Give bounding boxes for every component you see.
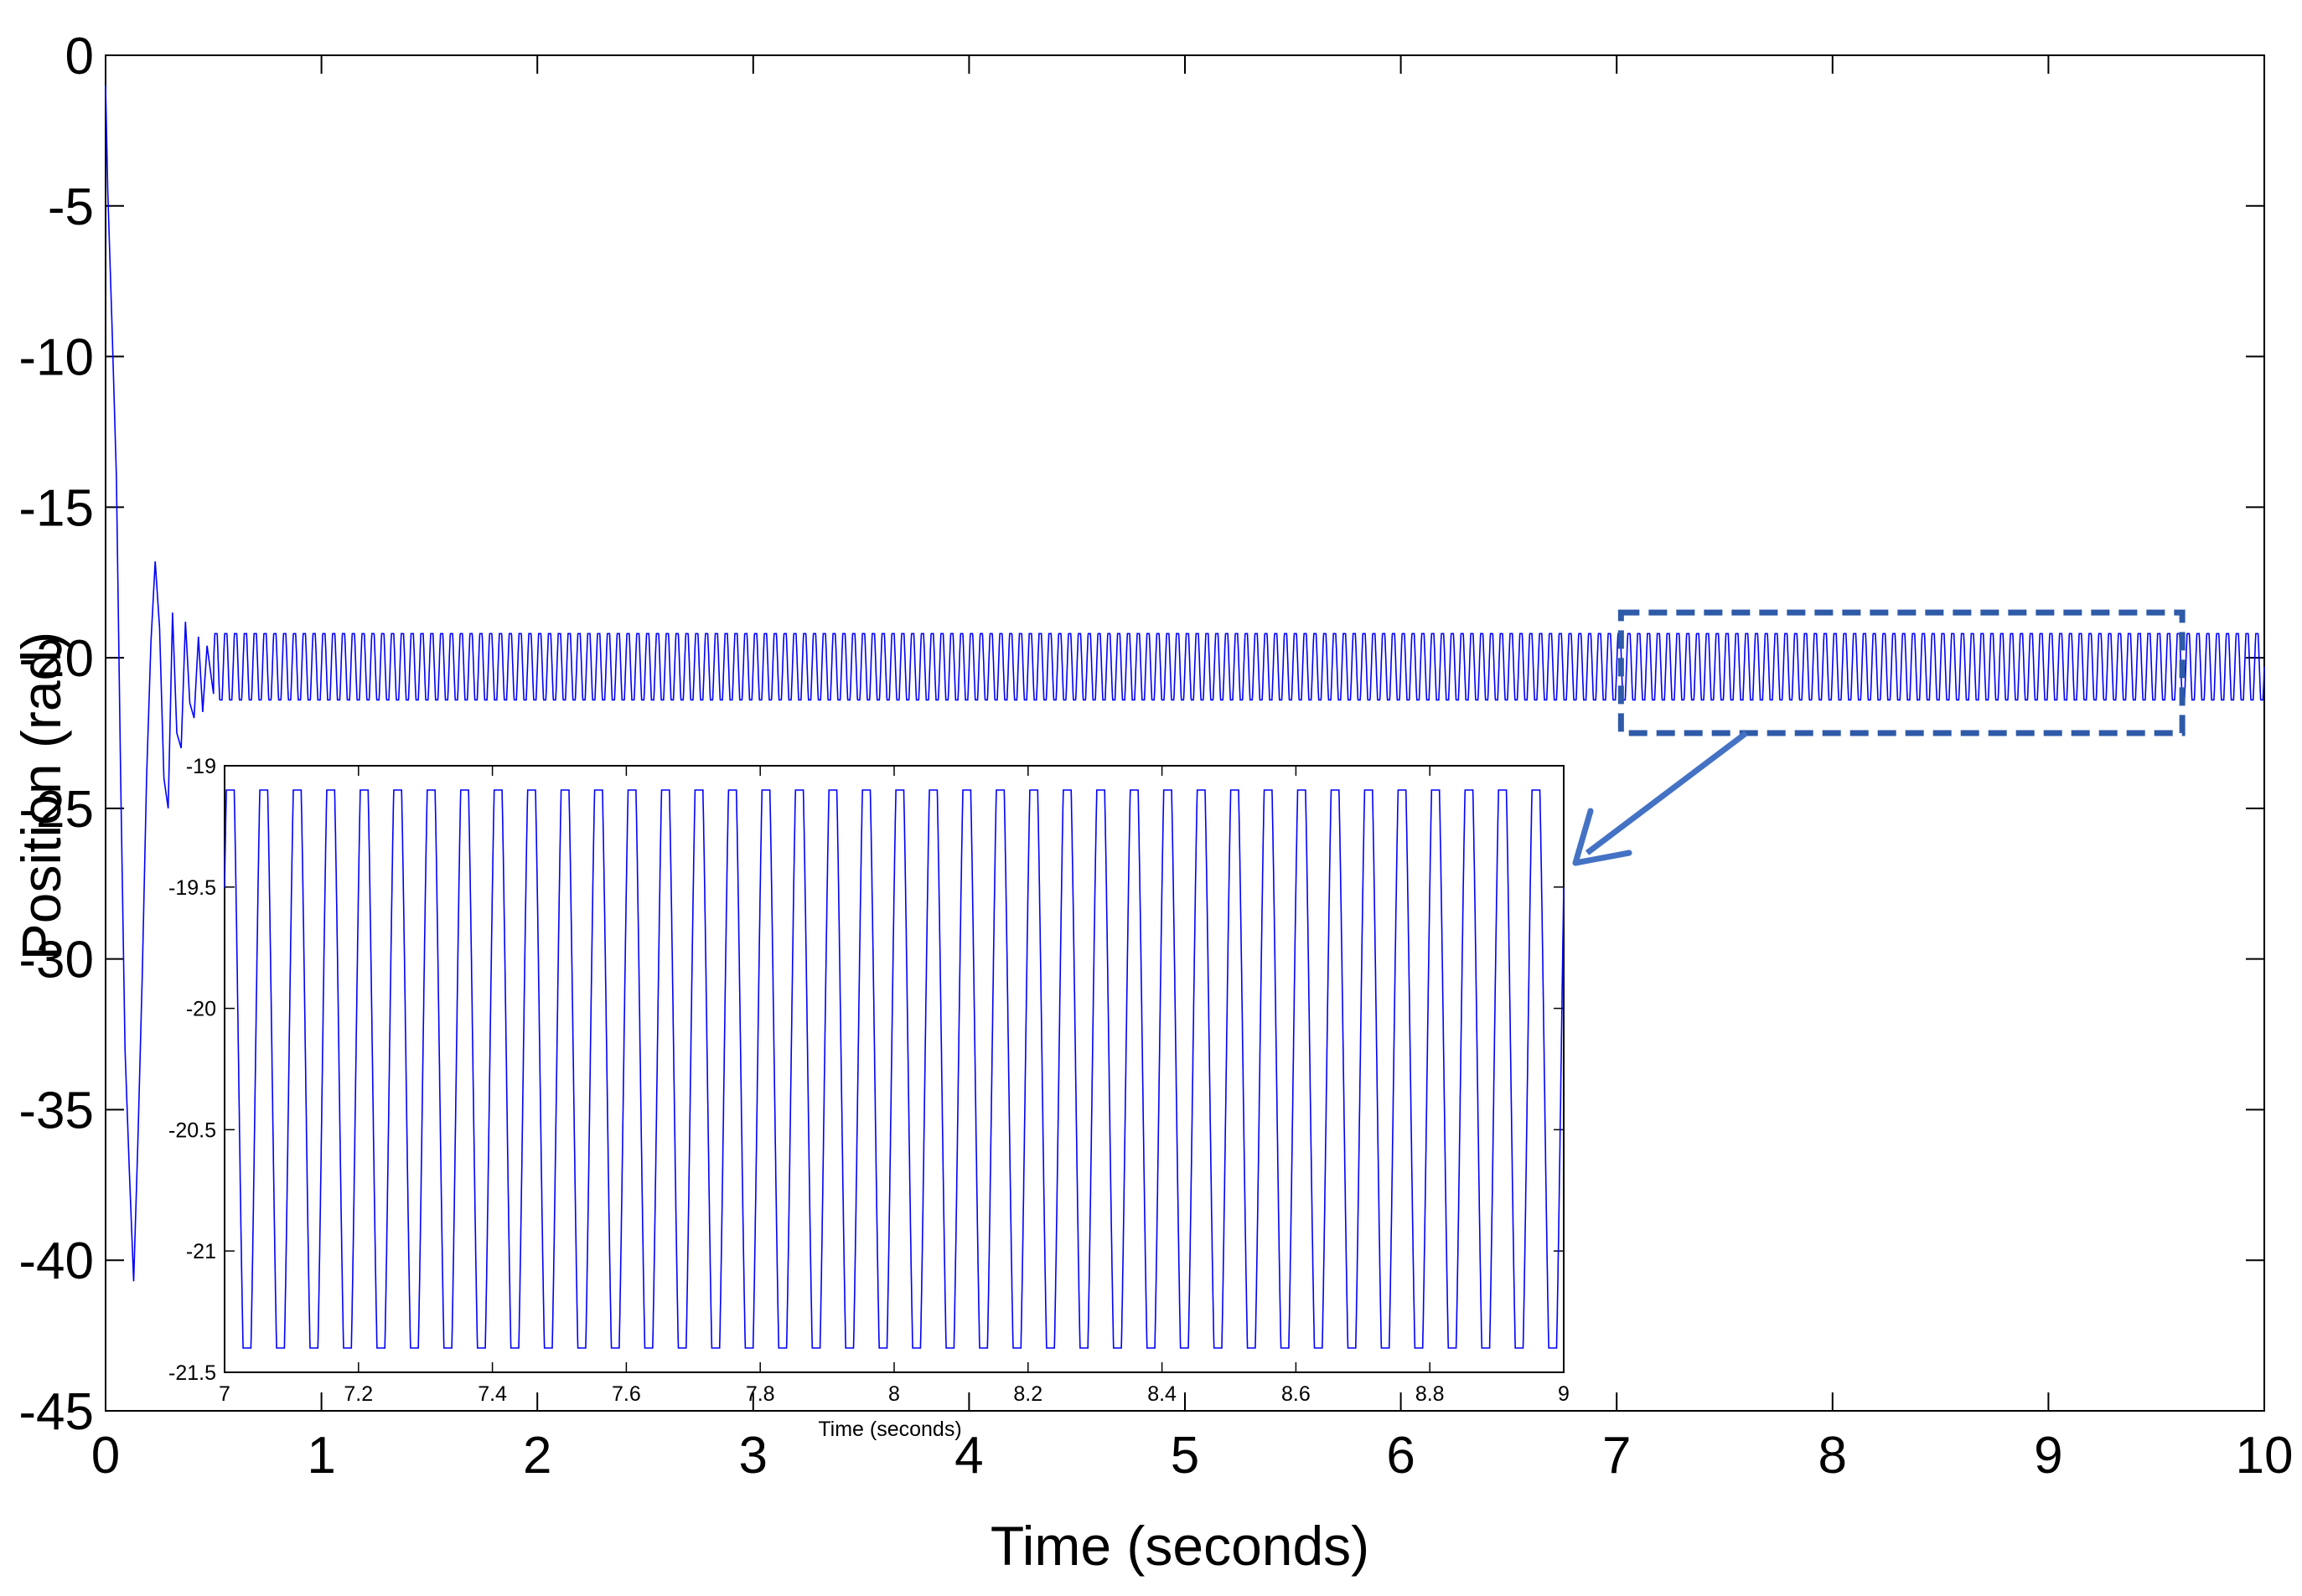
main-y-tick-label: -40 <box>18 1232 94 1290</box>
inset-x-tick-label: 8.2 <box>1013 1382 1042 1406</box>
main-y-tick-label: -45 <box>18 1383 94 1441</box>
main-y-tick-label: -20 <box>18 630 94 688</box>
inset-x-axis-label: Time (seconds) <box>818 1418 961 1441</box>
inset-y-tick-label: -21 <box>186 1240 216 1263</box>
inset-y-tick-label: -19.5 <box>168 876 216 900</box>
inset-x-tick-label: 7.4 <box>478 1382 507 1406</box>
main-y-tick-label: -25 <box>18 781 94 839</box>
main-y-tick-label: -35 <box>18 1082 94 1139</box>
main-y-tick-label: -30 <box>18 932 94 989</box>
zoom-annotation <box>1572 609 2186 866</box>
main-x-tick-label: 2 <box>523 1427 551 1485</box>
main-x-tick-label: 6 <box>1386 1427 1415 1485</box>
main-position-series-line <box>105 85 2265 1282</box>
zoom-region-box <box>1617 609 2186 736</box>
main-y-tick-label: -10 <box>18 329 94 387</box>
inset-x-tick-label: 8.8 <box>1415 1382 1445 1406</box>
main-x-tick-label: 8 <box>1818 1427 1847 1485</box>
main-y-tick-label: -15 <box>18 479 94 537</box>
main-y-tick-label: 0 <box>65 28 94 85</box>
main-x-tick-label: 4 <box>954 1427 983 1485</box>
main-x-tick-label: 3 <box>739 1427 768 1485</box>
main-x-axis-label: Time (seconds) <box>991 1515 1369 1577</box>
main-y-axis-label: Position (rad) <box>10 632 72 961</box>
inset-x-tick-label: 7 <box>219 1382 230 1406</box>
inset-x-tick-label: 8 <box>888 1382 900 1406</box>
inset-x-tick-label: 7.6 <box>612 1382 641 1406</box>
main-x-tick-label: 10 <box>2236 1427 2294 1485</box>
inset-x-tick-label: 7.8 <box>746 1382 775 1406</box>
inset-x-tick-label: 7.2 <box>344 1382 373 1406</box>
main-x-tick-label: 5 <box>1171 1427 1199 1485</box>
main-x-tick-label: 9 <box>2034 1427 2062 1485</box>
main-x-tick-label: 7 <box>1602 1427 1631 1485</box>
inset-y-tick-label: -21.5 <box>168 1361 216 1385</box>
inset-y-tick-label: -19 <box>186 755 216 778</box>
main-x-tick-label: 1 <box>307 1427 335 1485</box>
inset-y-tick-label: -20 <box>186 998 216 1021</box>
zoom-arrow <box>1585 731 1748 855</box>
zoom-arrow-head <box>1572 808 1632 866</box>
inset-x-tick-label: 8.4 <box>1147 1382 1177 1406</box>
main-x-tick-label: 0 <box>91 1427 120 1485</box>
main-y-tick-label: -5 <box>48 178 94 236</box>
inset-position-series-line <box>224 789 1565 1349</box>
inset-x-tick-label: 9 <box>1558 1382 1570 1406</box>
inset-axes: 7 7.2 7.4 7.6 7.8 8 8.2 8.4 8.6 8.8 9 -19 -19.5 -20 -2… <box>168 755 1570 1406</box>
inset-x-tick-label: 8.6 <box>1281 1382 1311 1406</box>
inset-y-tick-label: -20.5 <box>168 1118 216 1142</box>
